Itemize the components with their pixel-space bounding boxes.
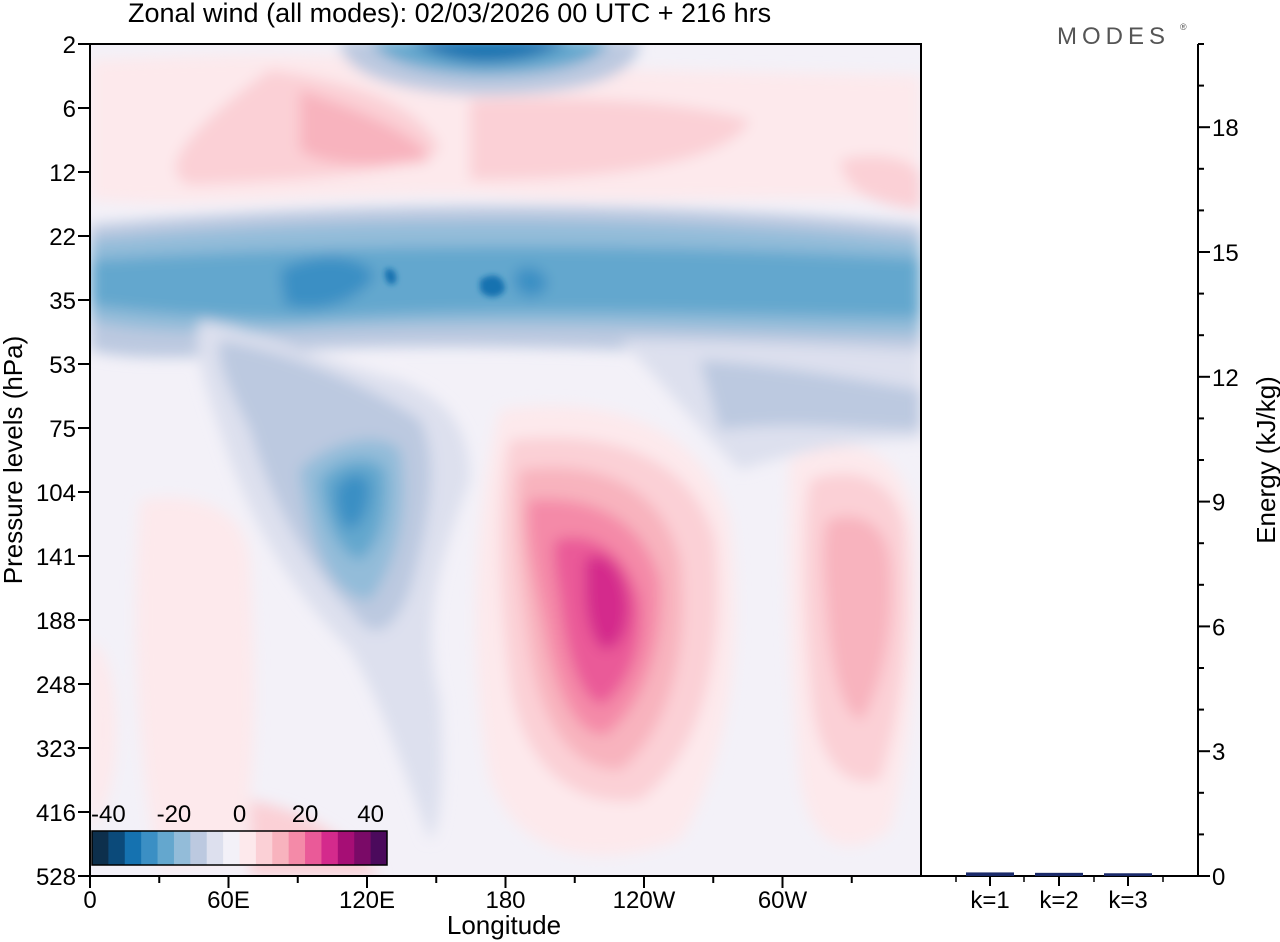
lower-westerly-west <box>136 497 255 870</box>
colorbar-swatch <box>141 831 159 865</box>
energy-y-tick-label: 3 <box>1212 739 1225 766</box>
colorbar-swatch <box>239 831 257 865</box>
x-axis: 0 60E 120E 180 120W 60W <box>83 876 853 914</box>
energy-category-label: k=3 <box>1108 887 1147 914</box>
energy-bar <box>966 872 1014 876</box>
mid-easterly-core <box>90 246 921 320</box>
y-tick-label: 22 <box>49 224 76 251</box>
y-tick-label: 104 <box>36 480 76 507</box>
energy-category-label: k=2 <box>1039 887 1078 914</box>
x-tick-label: 120W <box>613 887 676 914</box>
energy-panel: 0 3 6 9 12 15 18 k=1 k=2 k=3 Energy (kJ/kg) <box>920 43 1280 914</box>
x-tick-label: 0 <box>83 887 96 914</box>
x-tick-label: 60E <box>207 887 250 914</box>
colorbar-swatch <box>337 831 355 865</box>
mid-easterly-max-west <box>280 257 375 309</box>
y-axis-label: Pressure levels (hPa) <box>0 336 28 585</box>
chart-title: Zonal wind (all modes): 02/03/2026 00 UT… <box>128 0 771 28</box>
upper-westerly-core-2 <box>300 90 430 166</box>
heatmap-axes: 2 6 12 22 35 53 75 104 141 188 248 323 416 528 0 60E 12… <box>0 32 922 940</box>
x-tick-label: 60W <box>758 887 808 914</box>
colorbar-swatch <box>321 831 339 865</box>
colorbar-swatch <box>92 831 109 865</box>
top-easterly-core <box>417 44 562 62</box>
energy-y-tick-label: 18 <box>1212 115 1239 142</box>
energy-y-tick-label: 12 <box>1212 365 1239 392</box>
westerly-core <box>585 555 629 650</box>
energy-y-axis: 0 3 6 9 12 15 18 <box>1198 43 1239 891</box>
upper-westerly-east <box>470 98 750 180</box>
y-tick-label: 141 <box>36 544 76 571</box>
energy-categories: k=1 k=2 k=3 <box>955 876 1164 914</box>
y-tick-label: 53 <box>49 352 76 379</box>
colorbar-labels: -40 -20 0 20 40 <box>91 801 384 828</box>
colorbar-swatch <box>370 831 388 865</box>
colorbar-tick-label: 40 <box>357 801 384 828</box>
colorbar-swatch <box>272 831 290 865</box>
energy-axis-label: Energy (kJ/kg) <box>1251 376 1280 544</box>
energy-y-tick-label: 6 <box>1212 614 1225 641</box>
mid-easterly-max-east <box>515 267 548 297</box>
energy-y-tick-label: 15 <box>1212 240 1239 267</box>
upper-westerly-far-east <box>840 155 921 210</box>
colorbar-swatch <box>190 831 208 865</box>
energy-category-label: k=1 <box>970 887 1009 914</box>
energy-bar <box>1104 873 1152 876</box>
y-tick-label: 35 <box>49 288 76 315</box>
colorbar-swatch <box>157 831 175 865</box>
x-tick-label: 180 <box>485 887 525 914</box>
y-tick-label: 75 <box>49 416 76 443</box>
colorbar-swatch <box>354 831 372 865</box>
colorbar-swatch <box>305 831 322 865</box>
energy-bars <box>966 872 1152 876</box>
lower-westerly-south <box>90 640 117 830</box>
colorbar-swatch <box>255 831 273 865</box>
y-tick-label: 528 <box>36 864 76 891</box>
easterly-pocket-max <box>335 474 370 530</box>
colorbar-swatch <box>206 831 224 865</box>
y-tick-label: 188 <box>36 608 76 635</box>
colorbar-swatch <box>288 831 306 865</box>
energy-y-tick-label: 0 <box>1212 864 1225 891</box>
y-tick-label: 323 <box>36 736 76 763</box>
colorbar-swatch <box>124 831 142 865</box>
energy-bar <box>1035 872 1083 876</box>
easterly-patch-small <box>480 275 505 297</box>
energy-frame-bg <box>921 44 1198 876</box>
easterly-patch-small-2 <box>384 268 397 285</box>
colorbar-swatch <box>108 831 126 865</box>
y-axis: 2 6 12 22 35 53 75 104 141 188 248 323 416 528 <box>36 32 90 891</box>
x-axis-label: Longitude <box>447 910 561 940</box>
y-tick-label: 416 <box>36 800 76 827</box>
colorbar-tick-label: -20 <box>157 801 192 828</box>
y-tick-label: 12 <box>49 160 76 187</box>
y-tick-label: 2 <box>63 32 76 59</box>
energy-y-tick-label: 9 <box>1212 490 1225 517</box>
colorbar-frame <box>91 830 388 866</box>
modes-logo-mark: ® <box>1180 22 1187 32</box>
colorbar-tick-label: 20 <box>292 801 319 828</box>
colorbar-swatch <box>173 831 191 865</box>
y-tick-label: 248 <box>36 672 76 699</box>
x-tick-label: 120E <box>339 887 395 914</box>
colorbar-tick-label: 0 <box>233 801 246 828</box>
easterly-east-shoulder-2 <box>700 360 921 430</box>
zonal-wind-field <box>90 44 921 876</box>
secondary-westerly-core <box>823 516 892 720</box>
colorbar-tick-label: -40 <box>91 801 126 828</box>
colorbar: -40 -20 0 20 40 <box>91 801 388 866</box>
y-tick-label: 6 <box>63 96 76 123</box>
colorbar-swatches <box>92 831 388 865</box>
colorbar-swatch <box>223 831 240 865</box>
